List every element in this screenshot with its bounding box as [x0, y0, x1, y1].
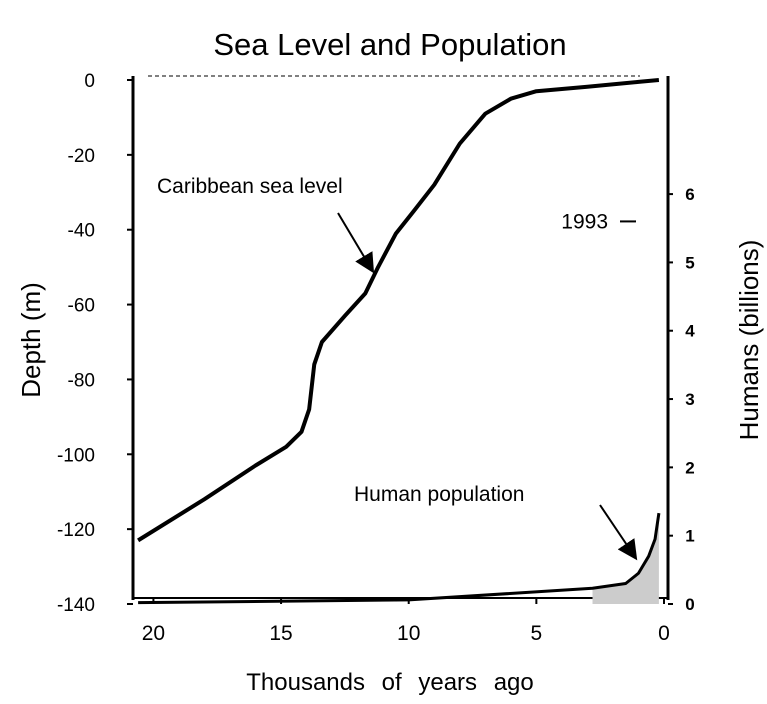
y2-tick-label: 6	[685, 185, 694, 204]
series-line	[137, 78, 660, 543]
y-tick-label: -120	[57, 520, 95, 541]
y-tick-label: -60	[68, 296, 95, 317]
y2-tick-label: 5	[685, 253, 694, 272]
series-label: Caribbean sea level	[157, 175, 343, 198]
y-tick-label: -80	[68, 370, 95, 391]
series-line	[138, 512, 661, 605]
x-tick-label: 10	[397, 622, 420, 645]
population-area	[592, 513, 659, 604]
y-tick-label: -140	[57, 595, 95, 616]
y2-tick-label: 1	[685, 527, 694, 546]
label-arrow	[337, 212, 375, 274]
y2-tick-label: 4	[685, 322, 695, 341]
x-axis-label: Thousands of years ago	[246, 669, 534, 696]
y2-axis-label: Humans (billions)	[734, 240, 764, 441]
series-label: Human population	[354, 483, 524, 506]
annotation: 1993	[561, 210, 608, 233]
chart-title: Sea Level and Population	[213, 27, 566, 62]
y-tick-label: -40	[68, 221, 95, 242]
x-tick-label: 0	[658, 622, 670, 645]
y2-tick-label: 2	[685, 458, 694, 477]
y2-tick-label: 0	[685, 595, 694, 614]
x-tick-label: 20	[142, 622, 165, 645]
y-axis-label: Depth (m)	[16, 282, 46, 398]
y-tick-label: -20	[68, 146, 95, 167]
y-tick-label: 0	[84, 71, 95, 92]
y2-tick-label: 3	[685, 390, 694, 409]
x-tick-label: 5	[531, 622, 543, 645]
y-tick-label: -100	[57, 445, 95, 466]
x-tick-label: 15	[269, 622, 292, 645]
label-arrow	[599, 504, 638, 561]
